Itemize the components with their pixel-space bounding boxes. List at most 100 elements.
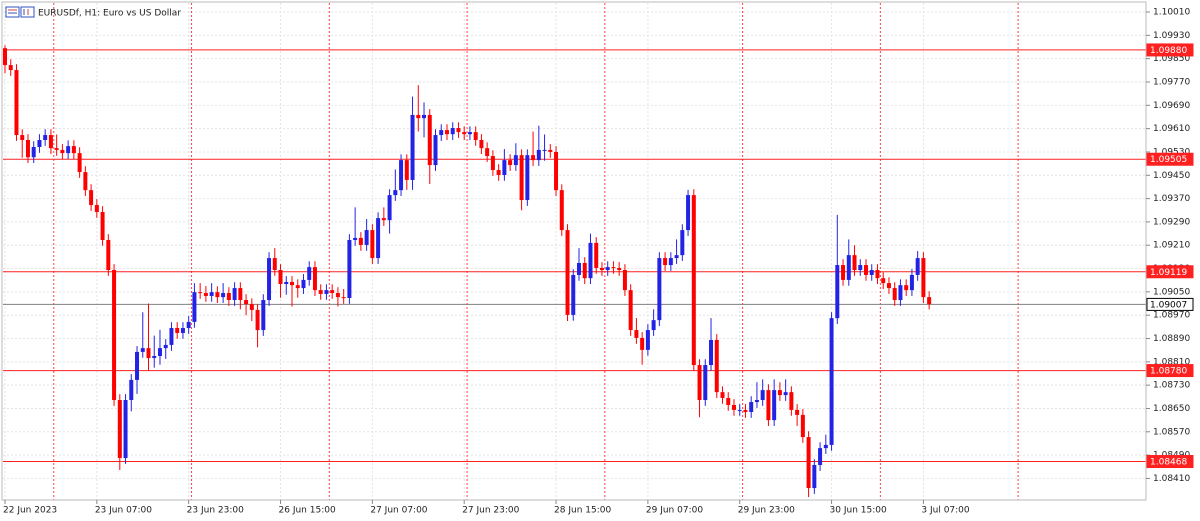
y-tick-label: 1.09930 <box>1153 31 1190 41</box>
candle-body <box>485 148 490 157</box>
candle-body <box>823 444 828 449</box>
y-tick-label: 1.09610 <box>1153 124 1190 134</box>
chart-header: EURUSDf, H1: Euro vs US Dollar <box>5 6 181 19</box>
period-separators <box>53 3 1019 500</box>
candle-body <box>3 48 7 66</box>
candle-body <box>307 267 312 280</box>
y-tick-label: 1.09210 <box>1153 241 1190 251</box>
candle-body <box>100 212 105 240</box>
candle-body <box>508 160 513 166</box>
candle-body <box>186 321 191 329</box>
candle-body <box>439 130 444 136</box>
candle-body <box>864 265 868 275</box>
candle-body <box>318 290 323 294</box>
candle-body <box>841 265 846 280</box>
y-tick-label: 1.08650 <box>1153 404 1190 414</box>
candle-body <box>709 339 714 366</box>
x-tick-label: 26 Jun 15:00 <box>279 506 336 516</box>
candle-body <box>14 70 19 136</box>
candle-body <box>221 293 226 298</box>
candle-body <box>542 149 547 151</box>
level-price-box <box>1146 152 1194 166</box>
level-price-label: 1.08468 <box>1150 458 1187 468</box>
candle-body <box>846 255 851 280</box>
candle-body <box>852 255 857 271</box>
level-price-label: 1.09119 <box>1150 268 1187 278</box>
candle-body <box>754 400 759 403</box>
candle-body <box>272 258 277 271</box>
y-tick-label: 1.10010 <box>1153 8 1190 18</box>
candle-body <box>117 400 122 459</box>
candle-body <box>152 356 157 359</box>
y-tick-label: 1.09770 <box>1153 77 1190 87</box>
candle-body <box>473 132 478 141</box>
candle-body <box>112 270 117 401</box>
candle-body <box>789 392 794 410</box>
candle-body <box>301 279 306 289</box>
candle-body <box>169 328 174 345</box>
candle-body <box>341 297 346 299</box>
candle-body <box>353 237 358 240</box>
candle-body <box>48 135 53 149</box>
x-tick-label: 29 Jun 07:00 <box>646 506 703 516</box>
candle-body <box>358 237 363 245</box>
candle-body <box>605 267 610 271</box>
plot-frame <box>1 1 1147 501</box>
candle-body <box>416 114 421 119</box>
candle-body <box>295 285 300 289</box>
candle-body <box>203 293 208 296</box>
candle-body <box>20 135 25 141</box>
x-tick-label: 23 Jun 23:00 <box>187 506 244 516</box>
candle-body <box>858 265 863 271</box>
candle-body <box>427 114 432 166</box>
candle-body <box>31 146 36 158</box>
candle-body <box>554 151 559 191</box>
candle-body <box>71 146 76 154</box>
candle-body <box>140 348 145 352</box>
x-tick-label: 28 Jun 15:00 <box>554 506 611 516</box>
candle-body <box>812 465 817 489</box>
candle-body <box>157 348 162 357</box>
candle-body <box>330 290 335 294</box>
candle-body <box>37 140 42 147</box>
candle-body <box>921 258 926 298</box>
level-price-label: 1.09880 <box>1150 46 1187 56</box>
candle-body <box>456 128 461 133</box>
y-tick-label: 1.09530 <box>1153 147 1190 157</box>
candle-body <box>60 149 65 154</box>
candle-body <box>106 239 111 271</box>
candle-body <box>163 344 168 349</box>
level-price-label: 1.09007 <box>1150 300 1187 310</box>
y-tick-label: 1.08970 <box>1153 311 1190 321</box>
candle-body <box>634 330 639 338</box>
candle-body <box>450 128 455 135</box>
candle-body <box>25 140 30 158</box>
candle-body <box>651 320 656 331</box>
candle-body <box>869 270 874 275</box>
candle-body <box>267 258 272 301</box>
candle-body <box>565 230 570 315</box>
candle-body <box>215 292 220 298</box>
level-price-box <box>1146 265 1194 279</box>
y-tick-label: 1.09290 <box>1153 217 1190 227</box>
candle-body <box>376 218 381 259</box>
candle-body <box>209 292 214 296</box>
candle-body <box>772 390 777 421</box>
candle-body <box>94 205 99 213</box>
level-price-label: 1.08780 <box>1150 367 1187 377</box>
chart-title: EURUSDf, H1: Euro vs US Dollar <box>38 9 181 19</box>
candle-body <box>83 172 88 191</box>
candle-body <box>519 155 524 201</box>
candle-body <box>806 437 811 489</box>
candle-body <box>668 258 673 266</box>
candle-body <box>577 263 581 275</box>
y-tick-label: 1.08890 <box>1153 334 1190 344</box>
candle-body <box>640 337 645 350</box>
candle-body <box>324 290 329 294</box>
candle-body <box>89 190 94 206</box>
candle-body <box>645 330 650 350</box>
candle-body <box>777 390 782 396</box>
candle-body <box>198 292 203 294</box>
candle-body <box>559 190 564 231</box>
